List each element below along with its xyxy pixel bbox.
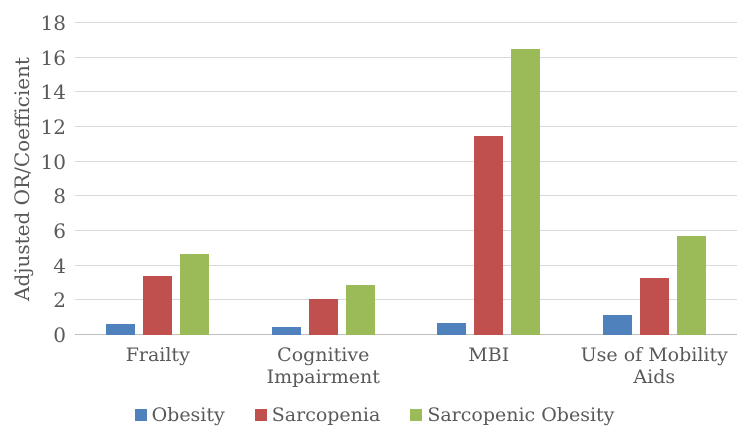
category-group-mbi (406, 23, 572, 335)
y-tick-label: 0 (53, 323, 66, 347)
x-category-label: Cognitive Impairment (266, 344, 380, 389)
y-tick-label: 8 (53, 184, 66, 209)
plot-slots (75, 23, 737, 335)
gridline (75, 230, 737, 231)
gridline (75, 126, 737, 127)
y-tick-label: 12 (40, 115, 66, 139)
category-group-cognitive-impairment (241, 23, 407, 335)
legend-item-sarcopenic-obesity: Sarcopenic Obesity (410, 404, 614, 426)
gridline (75, 264, 737, 266)
legend-swatch-icon (254, 409, 267, 421)
bar-obesity (437, 322, 467, 335)
gridline (75, 56, 737, 58)
y-tick-label: 10 (40, 149, 66, 174)
x-axis-labels: Frailty Cognitive Impairment MBI Use of Mob… (75, 344, 737, 389)
x-label-slot: Use of Mobility Aids (572, 344, 738, 389)
legend-item-sarcopenia: Sarcopenia (254, 404, 381, 426)
legend-label: Sarcopenia (271, 404, 381, 426)
gridline (75, 299, 737, 301)
bar-obesity (271, 327, 301, 335)
x-category-label: Frailty (125, 344, 190, 366)
bar-sarcopenic-obesity (180, 253, 210, 335)
y-tick-label: 16 (40, 45, 66, 70)
bar-obesity (602, 315, 632, 335)
x-category-label: Use of Mobility Aids (580, 344, 728, 389)
legend-label: Obesity (151, 404, 225, 426)
legend-label: Sarcopenic Obesity (427, 404, 615, 426)
bar-sarcopenic-obesity (676, 236, 706, 335)
gridline (75, 195, 737, 197)
bar-obesity (106, 323, 136, 335)
bar-sarcopenia (143, 276, 173, 335)
category-group-use-of-mobility-aids (572, 23, 738, 335)
bar-sarcopenic-obesity (345, 284, 375, 335)
y-tick-label: 18 (40, 11, 66, 35)
legend-swatch-icon (410, 409, 423, 421)
category-group-frailty (75, 23, 241, 335)
x-label-slot: Frailty (75, 344, 241, 389)
y-tick-labels: 0 2 4 6 8 10 12 14 16 18 (0, 13, 66, 345)
y-tick-label: 2 (53, 288, 66, 313)
legend-swatch-icon (134, 409, 147, 421)
plot-area (75, 22, 737, 335)
gridline (75, 22, 737, 23)
x-axis-line (75, 334, 737, 335)
bar-sarcopenia (474, 135, 504, 335)
bar-sarcopenic-obesity (511, 49, 541, 335)
x-category-label: MBI (468, 344, 510, 366)
legend-item-obesity: Obesity (134, 404, 225, 426)
y-tick-label: 6 (53, 219, 66, 243)
y-tick-label: 4 (53, 253, 66, 278)
gridline (75, 160, 737, 162)
y-tick-label: 14 (40, 80, 66, 105)
gridline (75, 91, 737, 93)
x-label-slot: MBI (406, 344, 572, 389)
legend: Obesity Sarcopenia Sarcopenic Obesity (0, 404, 749, 426)
x-label-slot: Cognitive Impairment (241, 344, 407, 389)
bar-sarcopenia (639, 277, 669, 335)
bar-sarcopenia (308, 298, 338, 335)
